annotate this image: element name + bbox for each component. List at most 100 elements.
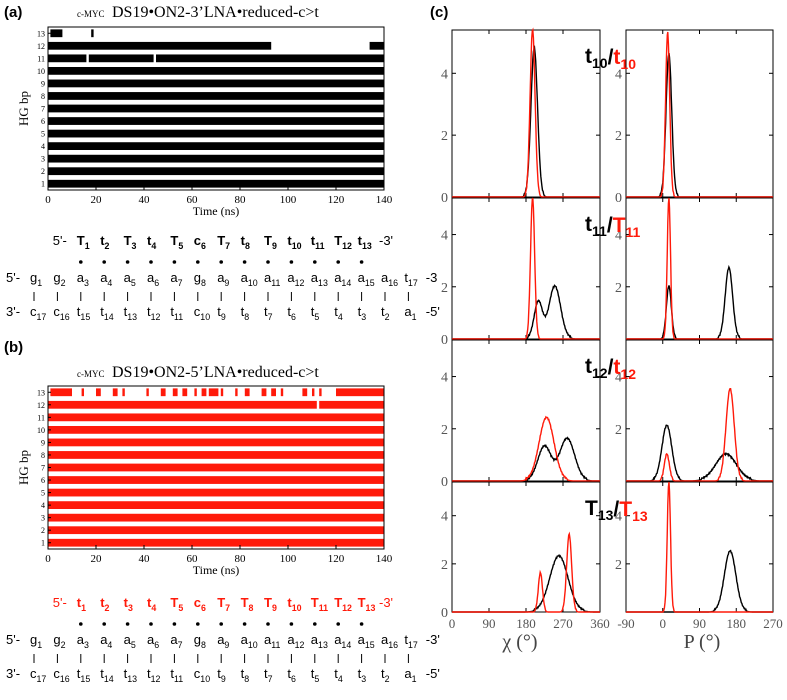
panel-c-curve-black-p-3 — [626, 424, 773, 482]
panel-b-bar-bp9-0 — [48, 438, 384, 447]
panel-b-seq-bot-nt: t7 — [264, 666, 273, 684]
panel-a-seq-top-nt: t11 — [311, 233, 325, 251]
panel-c-ytick-label: 0 — [615, 191, 622, 206]
panel-b-bar-bp6-0 — [48, 476, 384, 484]
panel-c-ytick-label: 2 — [441, 558, 448, 573]
panel-a-bar-bp5-0 — [48, 129, 384, 138]
panel-a-seq-bot-nt: t15 — [77, 304, 91, 322]
panel-b-seq-top-nt: t1 — [77, 595, 86, 613]
panel-a-ytick-label: 9 — [41, 79, 45, 88]
panel-b-bar-bp8-0 — [48, 451, 384, 459]
panel-b-bar-bp13-18 — [302, 388, 308, 397]
panel-b-xlabel: Time (ns) — [193, 563, 240, 577]
panel-c-row-label-2: t11/T11 — [585, 213, 640, 240]
panel-a-seq-top-prefix: 5'- — [53, 233, 67, 248]
panel-a-bar-bp11-0 — [48, 54, 87, 63]
panel-b-seq-pair-dot — [149, 622, 153, 626]
panel-b-bar-bp10-0 — [48, 425, 384, 434]
panel-c-frame-chi-4 — [451, 481, 601, 613]
panel-a-seq-bot-nt: t7 — [264, 304, 273, 322]
panel-a-ytick-label: 7 — [41, 105, 45, 114]
panel-a-seq-bot-nt: c10 — [194, 304, 210, 322]
panel-b-seq-bot-prefix: 3'- — [6, 666, 20, 681]
panel-a-bar-bp9-0 — [48, 79, 384, 88]
panel-b-seq-bot-nt: t9 — [217, 666, 226, 684]
panel-b-seq-bot-nt: c17 — [30, 666, 46, 684]
panel-c-p-xlabel: P (°) — [684, 631, 721, 653]
panel-a-seq-bot-nt: t12 — [147, 304, 161, 322]
panel-a-seq-top-nt: t8 — [241, 233, 250, 251]
panel-c-curve-red-chi-4 — [452, 531, 600, 613]
panel-a-seq-pair-dot — [219, 260, 223, 264]
panel-a-bar-bp13-1 — [91, 29, 94, 38]
panel-b-seq-pair-dot — [196, 622, 200, 626]
panel-b-seq-pair-dot — [313, 622, 317, 626]
panel-a-ylabel: HG bp — [16, 91, 31, 126]
panel-b-seq-bot-nt: t14 — [100, 666, 114, 684]
panel-b-bar-bp13-20 — [319, 388, 322, 397]
panel-a-seq-bot-nt: t2 — [381, 304, 390, 322]
panel-c-curve-red-p-2 — [626, 197, 773, 340]
panel-c-ytick-label: 4 — [441, 67, 448, 82]
panel-b-seq-bot-nt: t13 — [124, 666, 138, 684]
panel-c-curve-red-p-1 — [626, 31, 773, 198]
panel-b-ytick-label: 1 — [41, 539, 45, 548]
panel-a-xtick-label: 20 — [91, 194, 103, 206]
panel-a-seq-mid-nt: a13 — [311, 270, 328, 288]
panel-b-ytick-label: 7 — [41, 464, 45, 473]
panel-c-curve-black-p-4 — [626, 549, 773, 613]
panel-a-seq-pair-dot — [359, 260, 364, 264]
panel-label-c: (c) — [430, 4, 448, 21]
panel-b-seq-top-nt: T11 — [311, 595, 328, 613]
panel-b-xtick-label: 120 — [328, 553, 345, 565]
panel-b-xtick-label: 20 — [91, 553, 103, 565]
panel-b-ytick-label: 11 — [37, 413, 45, 422]
panel-c-chi-xtick-label: 0 — [449, 616, 456, 631]
panel-c-curve-black-chi-3 — [452, 436, 600, 482]
panel-b-bar-bp3-0 — [48, 513, 384, 522]
panel-a-seq-mid-nt: a3 — [77, 270, 89, 288]
panel-b-seq-bot-nt: a1 — [404, 666, 416, 684]
panel-b-seq-top-prefix: 5'- — [53, 595, 67, 610]
panel-b-ytick-label: 3 — [41, 514, 45, 523]
panel-b-bar-bp13-7 — [172, 388, 178, 397]
panel-a-ytick-label: 13 — [37, 29, 45, 38]
panel-a-ytick-label: 3 — [41, 155, 45, 164]
panel-a-seq-mid-nt: g1 — [30, 270, 42, 288]
panel-b-seq-mid-nt: a15 — [358, 632, 375, 650]
panel-b-bar-bp13-9 — [194, 388, 197, 397]
panel-a-ytick-label: 2 — [41, 167, 45, 176]
panel-c-frame-chi-1 — [451, 29, 601, 198]
panel-a-seq-mid-nt: a15 — [358, 270, 375, 288]
panel-b-ytick-label: 13 — [37, 388, 45, 397]
panel-a-seq-mid-nt: g2 — [53, 270, 65, 288]
panel-a-seq-mid-prefix: 5'- — [6, 270, 20, 285]
panel-a-bar-bp6-0 — [48, 117, 384, 125]
panel-a-xtick-label: 140 — [376, 194, 393, 206]
panel-b-seq-top-nt: T8 — [241, 595, 254, 613]
panel-b-bar-bp13-6 — [160, 388, 166, 397]
panel-c-p-xtick-label: -90 — [617, 616, 634, 631]
panel-b-seq-mid-nt: a5 — [124, 632, 136, 650]
panel-b-seq-mid-nt: a7 — [170, 632, 182, 650]
panel-a-seq-bot-nt: t8 — [241, 304, 250, 322]
panel-c-chi-xtick-label: 360 — [590, 616, 610, 631]
panel-a-seq-pair-dot — [125, 260, 130, 264]
panel-b-xtick-label: 60 — [187, 553, 199, 565]
panel-a-seq-mid-nt: a11 — [264, 270, 280, 288]
panel-a-seq-bot-nt: c16 — [53, 304, 69, 322]
panel-b-ytick-label: 6 — [41, 476, 45, 485]
panel-c-ytick-label: 4 — [615, 67, 622, 82]
panel-a-ytick-label: 8 — [41, 92, 45, 101]
panel-b-seq-bot-nt: t8 — [241, 666, 250, 684]
panel-a-seq-bot-nt: t5 — [311, 304, 320, 322]
panel-c-ytick-label: 4 — [441, 510, 448, 525]
panel-b-seq-top-nt: t10 — [287, 595, 301, 613]
panel-c-row-label-4: T13/T13 — [585, 497, 648, 524]
panel-a-ytick-label: 1 — [41, 180, 45, 189]
panel-b-xtick-label: 100 — [280, 553, 297, 565]
panel-a-xtick-label: 60 — [187, 194, 199, 206]
panel-b-bar-bp4-0 — [48, 501, 384, 510]
panel-a-bar-bp2-0 — [48, 167, 384, 176]
panel-b-seq-mid-nt: a12 — [287, 632, 304, 650]
